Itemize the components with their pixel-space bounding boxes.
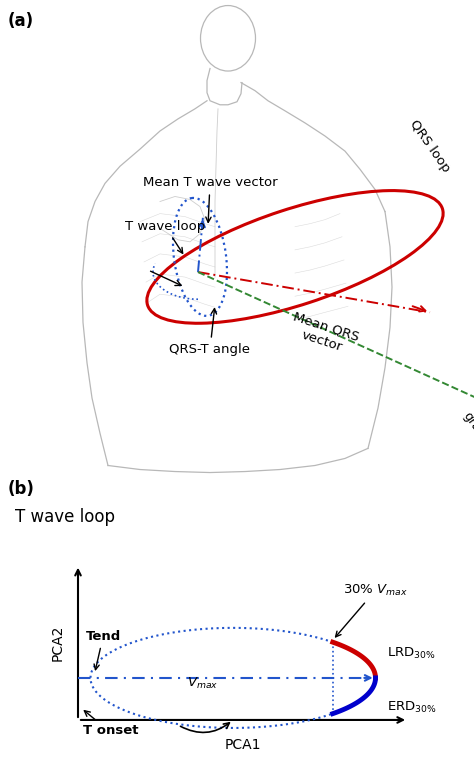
Text: 30% $V_{max}$: 30% $V_{max}$ bbox=[336, 583, 408, 637]
Text: Ventricular
gradient: Ventricular gradient bbox=[460, 401, 474, 473]
Text: QRS loop: QRS loop bbox=[407, 118, 453, 175]
Text: Tend: Tend bbox=[85, 630, 121, 670]
Text: (a): (a) bbox=[8, 12, 34, 30]
Text: T onset: T onset bbox=[83, 724, 138, 737]
Text: Mean T wave vector: Mean T wave vector bbox=[143, 176, 277, 223]
Text: QRS-T angle: QRS-T angle bbox=[170, 309, 250, 356]
Text: Mean QRS
vector: Mean QRS vector bbox=[287, 310, 361, 358]
Text: PCA2: PCA2 bbox=[51, 624, 65, 661]
Text: ERD$_{30\%}$: ERD$_{30\%}$ bbox=[388, 701, 438, 715]
Text: $V_{max}$: $V_{max}$ bbox=[187, 676, 219, 691]
Text: LRD$_{30\%}$: LRD$_{30\%}$ bbox=[388, 646, 437, 661]
Text: PCA1: PCA1 bbox=[225, 738, 261, 752]
Text: T wave loop: T wave loop bbox=[125, 219, 205, 253]
Text: (b): (b) bbox=[8, 480, 35, 497]
Text: T wave loop: T wave loop bbox=[15, 507, 115, 526]
